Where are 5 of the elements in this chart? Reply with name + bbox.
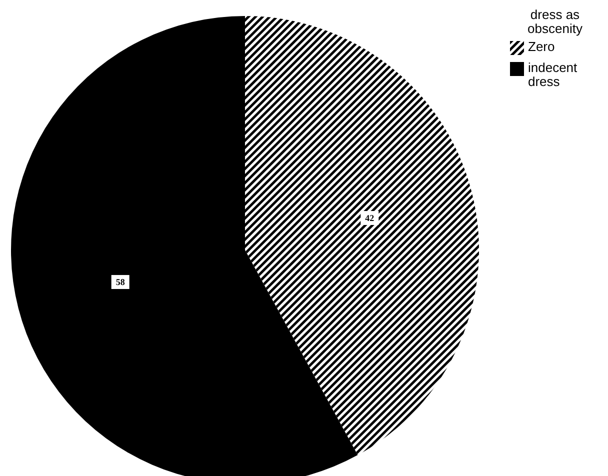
legend-label: Zero xyxy=(528,39,555,54)
data-label: 42 xyxy=(365,212,375,223)
legend-title: dress as obscenity xyxy=(526,7,584,36)
data-label: 58 xyxy=(116,277,126,288)
legend-label: indecent dress xyxy=(528,60,578,89)
